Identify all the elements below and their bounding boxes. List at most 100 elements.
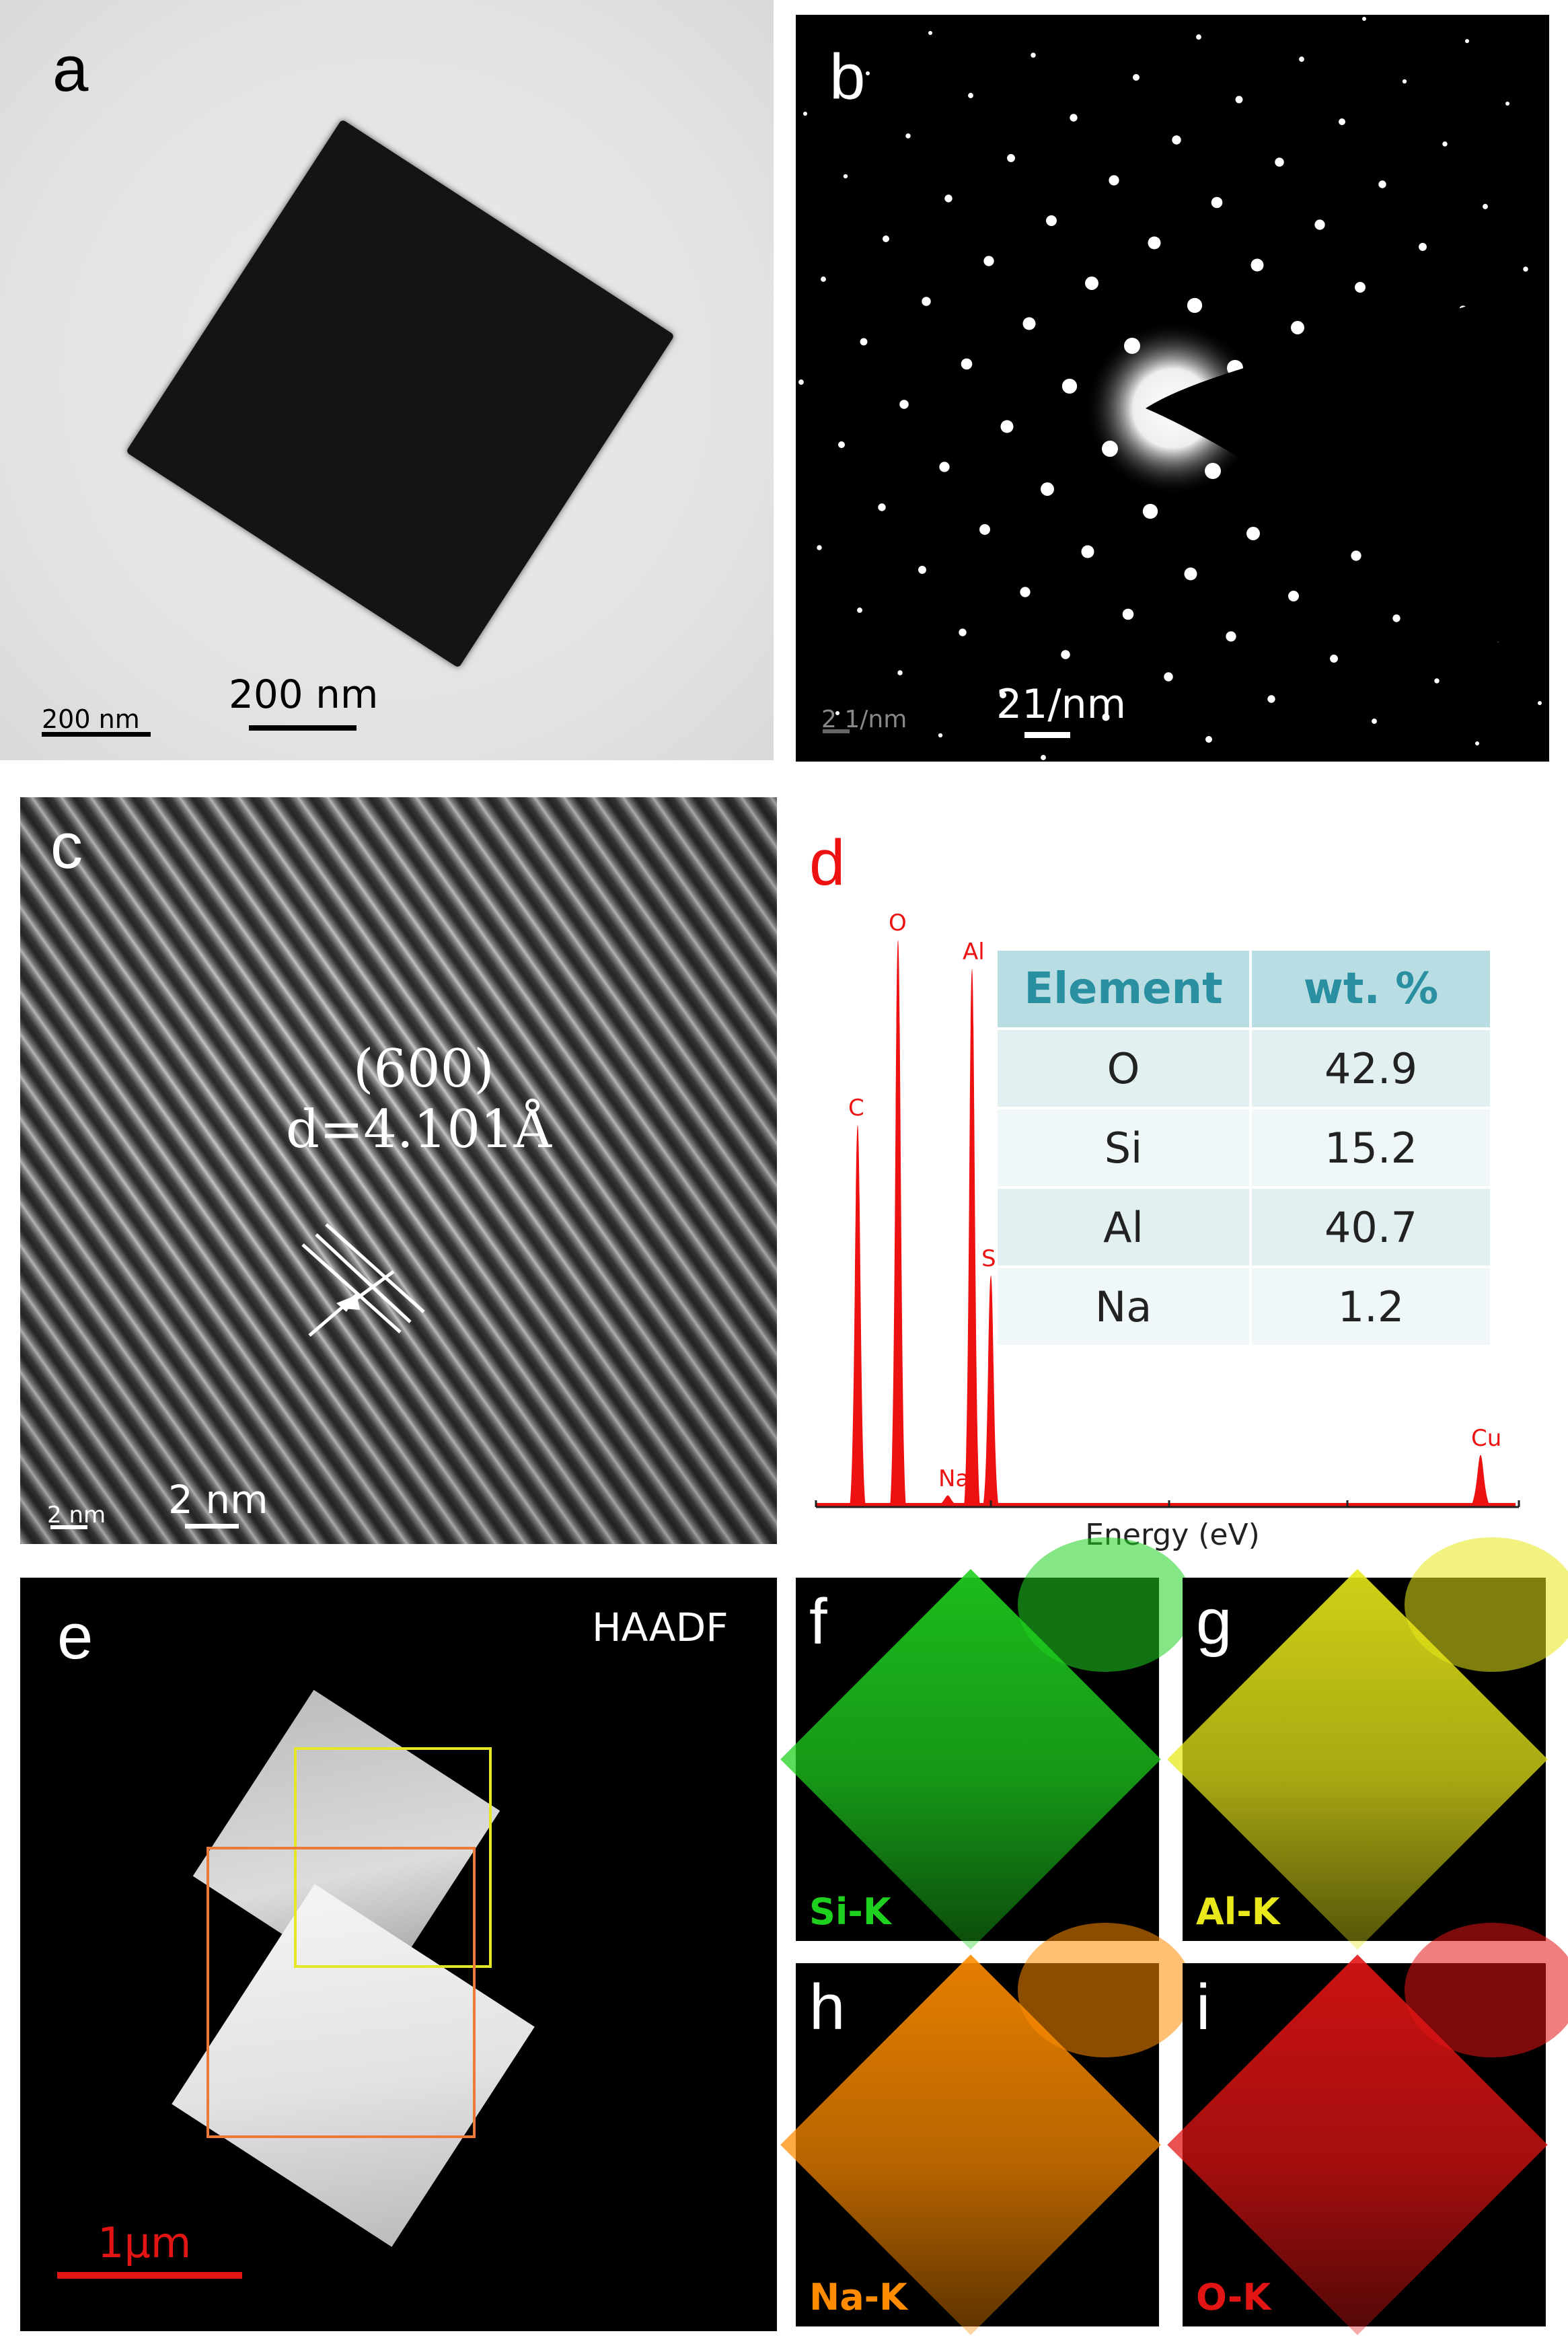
diffraction-spot [817, 545, 822, 550]
x-axis-ticks [815, 1500, 1520, 1507]
spectrum-peak-o [890, 940, 906, 1507]
scalebar-small-c [50, 1525, 87, 1529]
selection-region-box [207, 1847, 476, 2138]
diffraction-spot [1372, 719, 1377, 724]
peak-label-na: Na [938, 1465, 970, 1492]
peak-label-cu: Cu [1471, 1424, 1502, 1452]
element-label-al: Al-K [1196, 1891, 1280, 1933]
scalebar-e [57, 2272, 242, 2279]
beam-stopper [1146, 281, 1549, 688]
element-label-o: O-K [1196, 2276, 1271, 2318]
diffraction-spot [1523, 266, 1528, 272]
diffraction-spot [1419, 243, 1427, 251]
panel-h-na-map: h Na-K [780, 1923, 1193, 2335]
element-label-na: Na-K [809, 2276, 907, 2318]
diffraction-spot [1250, 258, 1264, 272]
diffraction-spot [979, 524, 990, 535]
spectrum-baseline [816, 1503, 1516, 1507]
scalebar-large-c [185, 1524, 239, 1529]
diffraction-spot [1061, 378, 1078, 394]
panel-a-tem-image: a 200 nm 200 nm [0, 0, 774, 760]
table-header-wt: wt. % [1303, 964, 1439, 1014]
diffraction-spot [1392, 614, 1401, 622]
diffraction-spot [1362, 17, 1366, 21]
diffraction-spot [1226, 631, 1236, 642]
spectrum-peak-al [964, 969, 980, 1507]
diffraction-spot [1142, 503, 1158, 519]
diffraction-spot [803, 112, 807, 116]
diffraction-spot [1081, 545, 1094, 558]
panel-label-a: a [52, 33, 89, 105]
table-row: Na 1.2 [998, 1265, 1490, 1345]
diffraction-spot [860, 338, 868, 346]
diffraction-spot [882, 235, 890, 243]
diffraction-spot [1187, 297, 1203, 314]
spectrum-peaks [816, 940, 1516, 1507]
diffraction-spot [1465, 39, 1469, 43]
scalebar-large-a [249, 725, 357, 731]
diffraction-spot [938, 733, 943, 738]
diffraction-spot [1102, 713, 1110, 721]
diffraction-spot [922, 297, 931, 306]
panel-f-si-map: f Si-K [780, 1537, 1193, 1950]
panel-label-d: d [809, 827, 846, 899]
diffraction-spot [1475, 741, 1479, 745]
scalebar-small-label-a: 200 nm [42, 704, 140, 734]
diffraction-spot [1041, 482, 1054, 496]
table-header-element: Element [998, 951, 1252, 1029]
diffraction-spot [878, 503, 886, 511]
diffraction-spot [1299, 57, 1304, 62]
diffraction-spot [1132, 73, 1140, 81]
diffraction-spot [1061, 650, 1070, 659]
diffraction-spot [983, 256, 994, 266]
plane-index: (600) [353, 1039, 494, 1099]
diffraction-spot [1338, 118, 1346, 126]
diffraction-spot [1205, 735, 1213, 743]
panel-c-hrtem-lattice: (600) d=4.101Å c 2 nm 2 nm [20, 797, 777, 1544]
diffraction-spot [1267, 695, 1275, 703]
table-row: Si 15.2 [998, 1107, 1490, 1187]
diffraction-spot [1022, 317, 1036, 330]
diffraction-spot [835, 711, 839, 715]
diffraction-spot [1070, 114, 1078, 122]
panel-g-al-map: g Al-K [1167, 1537, 1568, 1950]
d-spacing-annotation [301, 1223, 425, 1337]
diffraction-svg [798, 17, 1549, 760]
diffraction-spot [1505, 102, 1509, 106]
d-spacing-value: d=4.101Å [286, 1099, 552, 1160]
panel-b-diffraction-pattern: b 2 1/nm 21/nm [796, 15, 1549, 762]
diffraction-spot [1402, 79, 1407, 84]
diffraction-spot [1041, 755, 1046, 760]
diffraction-spot [1442, 141, 1448, 147]
diffraction-spot [897, 670, 903, 675]
mapping-region-box [294, 1747, 492, 1968]
diffraction-spot [1031, 52, 1036, 58]
diffraction-spot [944, 194, 953, 203]
diffraction-spot [1351, 550, 1361, 561]
diffraction-spot [857, 608, 862, 613]
diffraction-spot [1148, 236, 1161, 250]
scalebar-large-label-c: 2 nm [168, 1477, 268, 1522]
x-axis-label: Energy (eV) [1085, 1518, 1260, 1552]
diffraction-spot [1378, 180, 1386, 188]
table-row: O 42.9 [998, 1027, 1490, 1108]
scalebar-large-label-a: 200 nm [229, 671, 379, 717]
diffraction-spot [899, 400, 909, 409]
diffraction-spot [1538, 701, 1542, 705]
element-label-si: Si-K [809, 1891, 891, 1933]
diffraction-spot [1124, 338, 1140, 354]
haadf-mode-label: HAADF [592, 1605, 729, 1650]
table-row: Al 40.7 [998, 1186, 1490, 1267]
diffraction-spot [939, 462, 950, 472]
diffraction-spot [1184, 567, 1197, 581]
scalebar-large-b [1024, 732, 1070, 738]
panel-label-e: e [57, 1601, 94, 1673]
diffraction-spot [961, 358, 973, 370]
diffraction-spot [1205, 463, 1221, 479]
diffraction-spot [1196, 34, 1201, 40]
diffraction-spot [905, 133, 911, 139]
scalebar-small-label-c: 2 nm [47, 1502, 106, 1529]
diffraction-spot [1007, 154, 1015, 162]
diffraction-spot [837, 441, 846, 449]
diffraction-spot [918, 566, 926, 574]
